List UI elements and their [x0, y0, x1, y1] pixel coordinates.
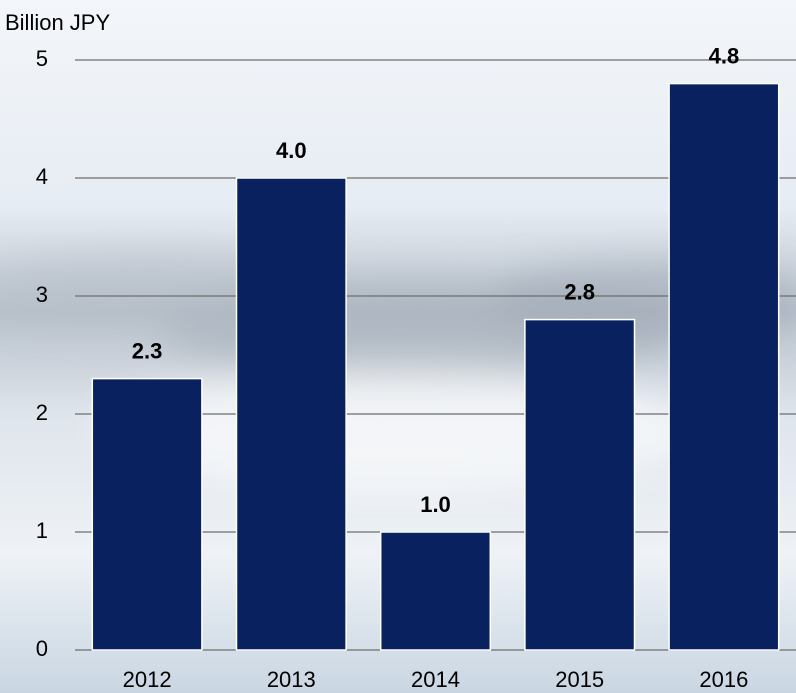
data-label: 2.8 — [564, 279, 595, 304]
data-label: 2.3 — [132, 338, 163, 363]
y-tick-label: 2 — [36, 400, 48, 425]
data-label: 4.8 — [709, 43, 740, 68]
bar — [379, 531, 492, 651]
bar — [524, 318, 636, 651]
y-tick-label: 4 — [36, 164, 48, 189]
y-axis-title: Billion JPY — [5, 10, 110, 35]
data-label: 1.0 — [420, 492, 451, 517]
bar — [668, 82, 780, 651]
bar — [235, 177, 347, 651]
y-tick-label: 0 — [36, 636, 48, 661]
y-tick-label: 5 — [36, 46, 48, 71]
x-tick-label: 2015 — [555, 667, 604, 692]
x-tick-label: 2016 — [699, 667, 748, 692]
bar — [91, 377, 203, 651]
y-tick-label: 1 — [36, 518, 48, 543]
x-tick-label: 2012 — [123, 667, 172, 692]
y-tick-label: 3 — [36, 282, 48, 307]
x-tick-label: 2014 — [411, 667, 460, 692]
data-label: 4.0 — [276, 138, 307, 163]
x-tick-label: 2013 — [267, 667, 316, 692]
